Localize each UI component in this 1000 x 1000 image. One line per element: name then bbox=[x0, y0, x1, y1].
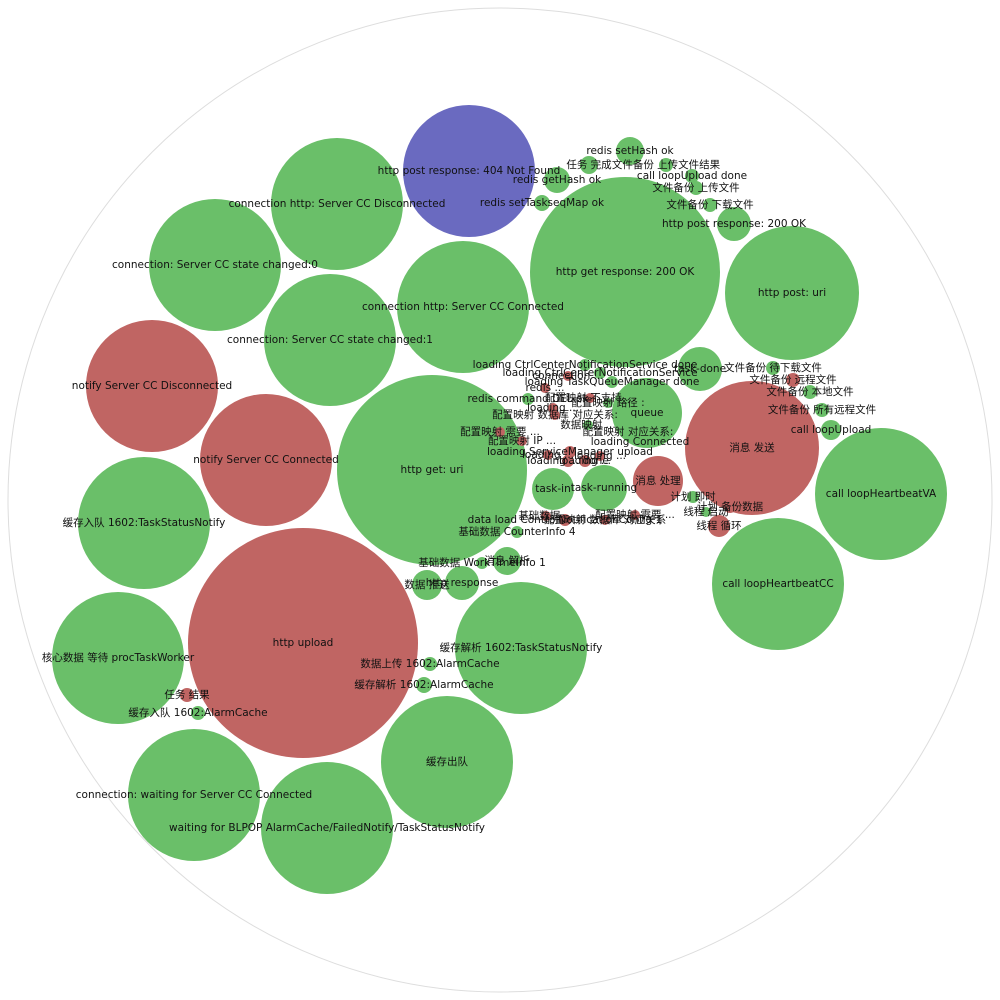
bubble[interactable] bbox=[689, 181, 703, 195]
bubble[interactable] bbox=[476, 557, 488, 569]
bubble[interactable] bbox=[180, 688, 194, 702]
bubble[interactable] bbox=[412, 570, 442, 600]
bubble[interactable] bbox=[685, 381, 819, 515]
bubble[interactable] bbox=[678, 347, 722, 391]
bubble[interactable] bbox=[623, 427, 633, 437]
bubble[interactable] bbox=[786, 373, 800, 387]
bubble[interactable] bbox=[803, 385, 817, 399]
bubble[interactable] bbox=[495, 427, 505, 437]
bubble[interactable] bbox=[128, 729, 260, 861]
bubble[interactable] bbox=[595, 451, 605, 461]
bubble[interactable] bbox=[603, 398, 613, 408]
bubble[interactable] bbox=[685, 169, 699, 183]
bubble[interactable] bbox=[594, 367, 606, 379]
bubble[interactable] bbox=[511, 526, 523, 538]
bubble[interactable] bbox=[543, 450, 553, 460]
bubble[interactable] bbox=[455, 582, 587, 714]
bubble[interactable] bbox=[52, 592, 184, 724]
bubble[interactable] bbox=[583, 420, 593, 430]
bubble[interactable] bbox=[581, 465, 627, 511]
bubble[interactable] bbox=[78, 457, 210, 589]
bubble[interactable] bbox=[149, 199, 281, 331]
bubble[interactable] bbox=[687, 491, 699, 503]
bubble[interactable] bbox=[630, 510, 640, 520]
bubble[interactable] bbox=[635, 437, 645, 447]
bubble[interactable] bbox=[724, 501, 736, 513]
bubble[interactable] bbox=[559, 514, 571, 526]
bubble[interactable] bbox=[416, 677, 432, 693]
bubble[interactable] bbox=[541, 511, 551, 521]
bubble[interactable] bbox=[517, 436, 527, 446]
bubble[interactable] bbox=[703, 198, 717, 212]
bubble[interactable] bbox=[821, 420, 841, 440]
bubble[interactable] bbox=[766, 361, 780, 375]
bubble[interactable] bbox=[815, 403, 829, 417]
bubble[interactable] bbox=[815, 428, 947, 560]
bubble[interactable] bbox=[271, 138, 403, 270]
bubble[interactable] bbox=[544, 167, 570, 193]
bubble[interactable] bbox=[717, 207, 751, 241]
bubble[interactable] bbox=[579, 455, 591, 467]
bubble[interactable] bbox=[633, 456, 683, 506]
bubble[interactable] bbox=[600, 515, 610, 525]
bubble[interactable] bbox=[423, 657, 437, 671]
bubble[interactable] bbox=[563, 371, 573, 381]
bubble[interactable] bbox=[708, 515, 730, 537]
bubble[interactable] bbox=[532, 468, 574, 510]
bubble[interactable] bbox=[550, 410, 560, 420]
bubble[interactable] bbox=[725, 226, 859, 360]
bubble[interactable] bbox=[200, 394, 332, 526]
bubble[interactable] bbox=[580, 156, 598, 174]
bubble[interactable] bbox=[261, 762, 393, 894]
bubble[interactable] bbox=[579, 359, 591, 371]
bubble[interactable] bbox=[191, 706, 205, 720]
bubble[interactable] bbox=[493, 547, 521, 575]
bubble[interactable] bbox=[540, 383, 550, 393]
bubble[interactable] bbox=[606, 376, 618, 388]
bubble[interactable] bbox=[712, 518, 844, 650]
bubble[interactable] bbox=[562, 455, 574, 467]
bubble[interactable] bbox=[397, 241, 529, 373]
bubble[interactable] bbox=[612, 378, 682, 448]
bubble[interactable] bbox=[86, 320, 218, 452]
bubble[interactable] bbox=[264, 274, 396, 406]
bubble[interactable] bbox=[659, 158, 673, 172]
bubble[interactable] bbox=[701, 507, 711, 517]
bubble[interactable] bbox=[534, 195, 550, 211]
bubble[interactable] bbox=[337, 375, 527, 565]
bubbles-layer bbox=[52, 105, 947, 894]
bubble[interactable] bbox=[445, 566, 479, 600]
bubble[interactable] bbox=[585, 393, 595, 403]
bubble[interactable] bbox=[188, 528, 418, 758]
bubble[interactable] bbox=[530, 177, 720, 367]
chart-boundary-circle bbox=[7, 7, 993, 993]
bubble[interactable] bbox=[522, 393, 534, 405]
bubble[interactable] bbox=[616, 137, 644, 165]
bubble[interactable] bbox=[403, 105, 535, 237]
bubble[interactable] bbox=[564, 446, 576, 458]
bubble[interactable] bbox=[381, 696, 513, 828]
